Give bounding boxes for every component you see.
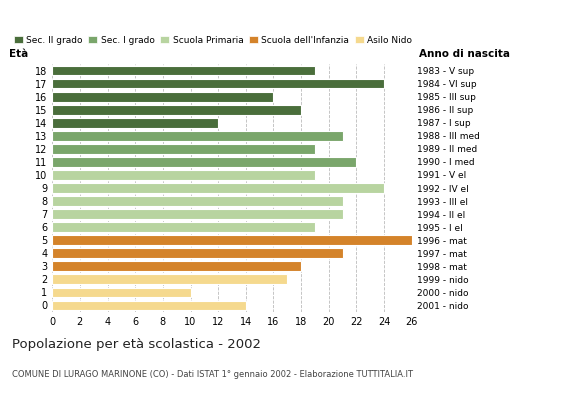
- Bar: [52, 235, 412, 245]
- Bar: [52, 92, 274, 102]
- Bar: [52, 300, 246, 310]
- Legend: Sec. II grado, Sec. I grado, Scuola Primaria, Scuola dell'Infanzia, Asilo Nido: Sec. II grado, Sec. I grado, Scuola Prim…: [13, 36, 412, 45]
- Bar: [52, 79, 384, 88]
- Bar: [52, 118, 218, 128]
- Bar: [52, 248, 343, 258]
- Text: Età: Età: [9, 49, 28, 59]
- Bar: [52, 274, 287, 284]
- Bar: [52, 222, 315, 232]
- Bar: [52, 170, 315, 180]
- Text: Anno di nascita: Anno di nascita: [419, 49, 510, 59]
- Bar: [52, 157, 357, 167]
- Bar: [52, 66, 315, 76]
- Bar: [52, 183, 384, 193]
- Bar: [52, 105, 301, 114]
- Bar: [52, 131, 343, 141]
- Bar: [52, 144, 315, 154]
- Bar: [52, 262, 301, 271]
- Bar: [52, 209, 343, 219]
- Text: COMUNE DI LURAGO MARINONE (CO) - Dati ISTAT 1° gennaio 2002 - Elaborazione TUTTI: COMUNE DI LURAGO MARINONE (CO) - Dati IS…: [12, 370, 412, 379]
- Bar: [52, 288, 190, 297]
- Text: Popolazione per età scolastica - 2002: Popolazione per età scolastica - 2002: [12, 338, 260, 351]
- Bar: [52, 196, 343, 206]
